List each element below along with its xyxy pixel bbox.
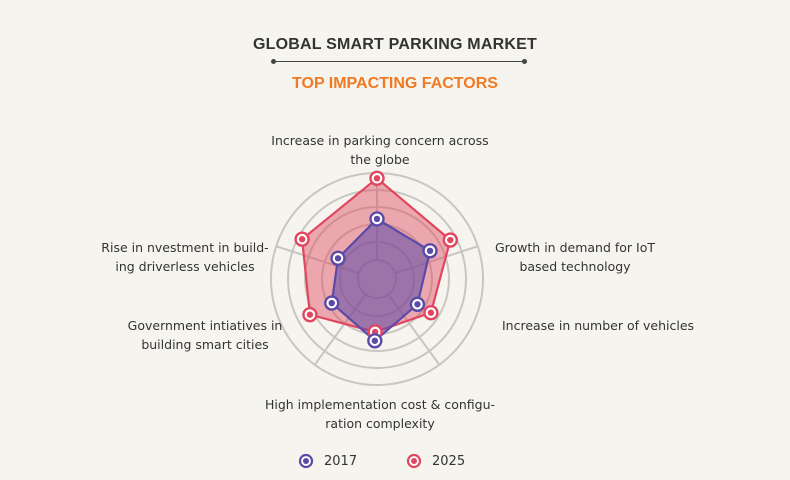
title-divider — [273, 61, 525, 62]
legend-label: 2025 — [432, 453, 466, 469]
legend-marker-icon — [406, 453, 422, 469]
legend-item-2017: 2017 — [298, 453, 357, 469]
axis-label-line: Rise in nvestment in build- — [101, 240, 269, 255]
axis-label-line: High implementation cost & configu- — [264, 397, 496, 412]
axis-label-line: building smart cities — [141, 337, 269, 352]
axis-label-line: Growth in demand for IoT — [494, 240, 655, 255]
axis-label-line: Increase in parking concern across — [271, 133, 489, 148]
axis-label-lower-right: Increase in number of vehicles — [498, 316, 698, 335]
legend-item-2025: 2025 — [406, 453, 465, 469]
axis-label-line: ing driverless vehicles — [115, 259, 255, 274]
legend-marker-icon — [298, 453, 314, 469]
radar-series — [294, 170, 459, 349]
axis-label-line: ration complexity — [325, 416, 435, 431]
axis-label-line: Increase in number of vehicles — [501, 318, 695, 333]
axis-label-bottom: High implementation cost & configu- rati… — [255, 395, 505, 433]
axis-label-top: Increase in parking concern across the g… — [255, 131, 505, 169]
axis-label-line: the globe — [350, 152, 410, 167]
axis-label-upper-left: Rise in nvestment in build- ing driverle… — [95, 238, 275, 276]
chart-title: GLOBAL SMART PARKING MARKET — [253, 36, 537, 53]
legend-label: 2017 — [324, 453, 358, 469]
axis-label-line: based technology — [519, 259, 631, 274]
axis-label-upper-right: Growth in demand for IoT based technolog… — [490, 238, 660, 276]
divider-dot-left — [271, 59, 276, 64]
chart-subtitle: TOP IMPACTING FACTORS — [292, 75, 498, 92]
axis-label-line: Government intiatives in — [127, 318, 283, 333]
divider-dot-right — [522, 59, 527, 64]
axis-label-lower-left: Government intiatives in building smart … — [120, 316, 290, 354]
